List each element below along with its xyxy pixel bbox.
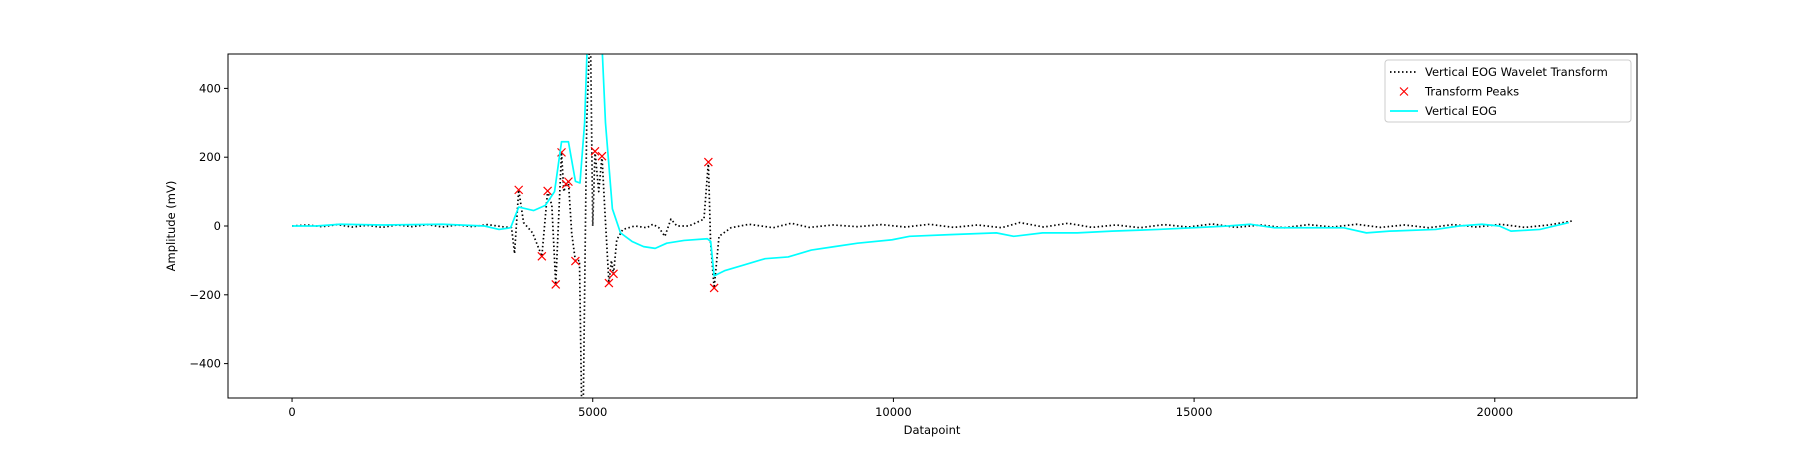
peak-marker [570, 256, 580, 266]
y-tick-label: −400 [189, 357, 221, 371]
series-line [292, 54, 1570, 277]
y-tick-label: 400 [199, 81, 221, 95]
x-tick-label: 15000 [1176, 405, 1213, 419]
peak-marker [590, 146, 600, 156]
legend-label: Vertical EOG [1425, 104, 1497, 118]
legend-marker [1399, 87, 1409, 96]
peak-marker [709, 283, 719, 293]
legend-label: Vertical EOG Wavelet Transform [1425, 65, 1608, 79]
x-tick-label: 0 [288, 405, 295, 419]
peak-marker [609, 269, 618, 279]
legend-box [1384, 59, 1632, 123]
y-tick-label: 0 [214, 219, 221, 233]
y-tick-label: 200 [199, 150, 221, 164]
y-tick-label: −200 [189, 288, 221, 302]
peak-marker [514, 185, 524, 195]
x-tick-label: 10000 [875, 405, 912, 419]
x-tick-label: 20000 [1476, 405, 1513, 419]
x-tick-label: 5000 [578, 405, 607, 419]
legend-label: Transform Peaks [1424, 85, 1519, 99]
peak-marker [551, 280, 561, 289]
y-axis-label: Amplitude (mV) [164, 181, 178, 272]
series-line [291, 54, 1574, 398]
peak-marker [543, 186, 553, 196]
peak-marker [564, 177, 573, 187]
peak-marker [537, 251, 547, 261]
plot-area [291, 54, 1574, 398]
peak-marker [703, 157, 713, 167]
x-axis-label: Datapoint [904, 423, 961, 437]
peak-marker [597, 151, 607, 161]
peak-marker [604, 278, 614, 288]
